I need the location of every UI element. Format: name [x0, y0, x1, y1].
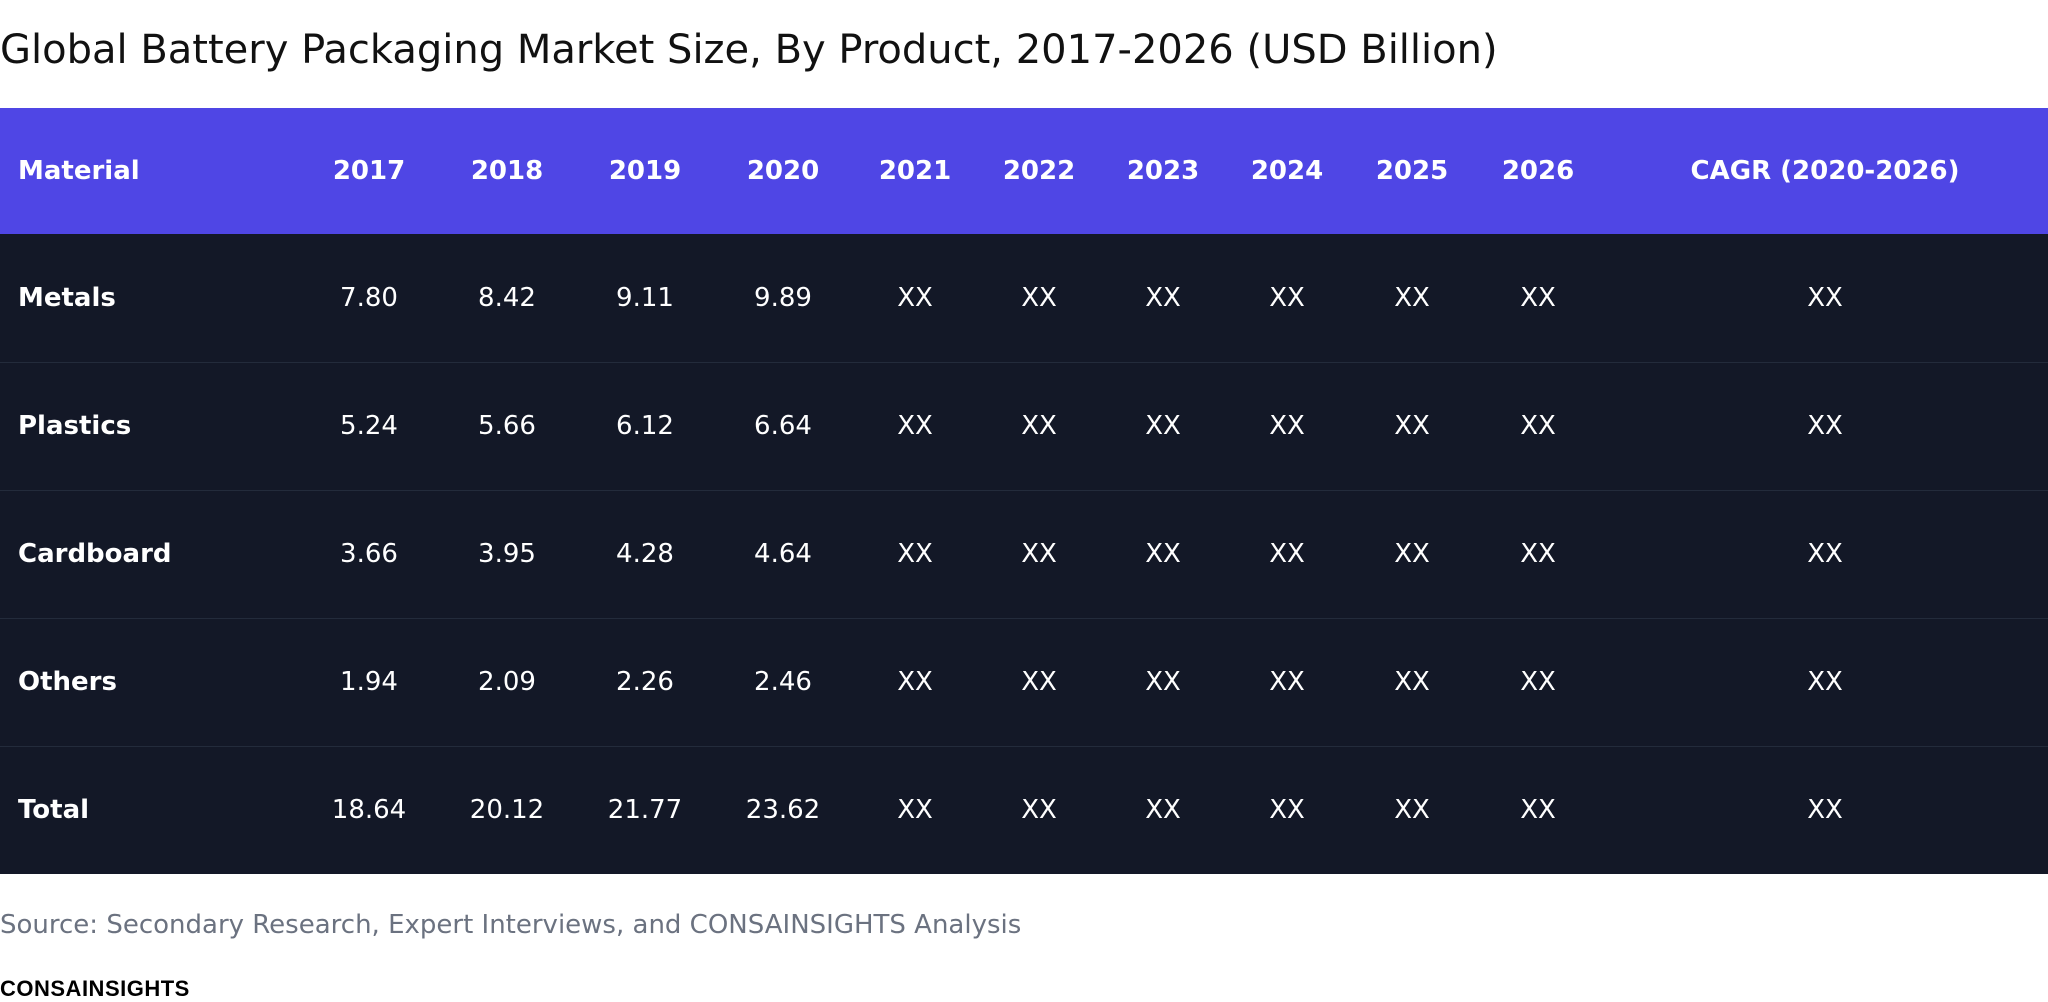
row-label: Plastics [18, 411, 132, 441]
row-label: Others [18, 667, 117, 697]
table-cell: 3.66 [340, 539, 398, 569]
table-cell: 20.12 [469, 795, 545, 826]
table-body: Metals 7.80 8.42 9.11 9.89 XX XX XX XX XX XX XX Plas… [0, 234, 2048, 874]
table-cell: 4.64 [754, 539, 812, 569]
table-cell: XX [1520, 795, 1556, 826]
table-row: Total 18.64 20.12 21.77 23.62 XX XX XX XX XX XX XX [0, 746, 2048, 874]
table-cell: XX [1807, 667, 1843, 697]
table-cell: 18.64 [331, 795, 407, 826]
market-size-table: Material 2017 2018 2019 2020 2021 2022 2023 2024… [0, 108, 2048, 874]
column-header: 2017 [332, 156, 406, 186]
table-cell: XX [1520, 411, 1556, 441]
column-header: 2026 [1501, 156, 1575, 186]
data-table: Material 2017 2018 2019 2020 2021 2022 2023 2024… [0, 108, 2048, 874]
table-cell: XX [1145, 539, 1181, 569]
table-cell: XX [1807, 282, 1843, 313]
row-label: Cardboard [18, 539, 172, 569]
table-cell: 6.64 [754, 411, 812, 441]
header-row: Material 2017 2018 2019 2020 2021 2022 2023 2024… [0, 108, 2048, 234]
table-cell: XX [897, 539, 933, 569]
table-cell: XX [1021, 667, 1057, 697]
chart-title: Global Battery Packaging Market Size, By… [0, 27, 1498, 73]
table-cell: XX [1520, 282, 1556, 313]
table-cell: 2.09 [478, 667, 536, 697]
table-cell: 9.89 [754, 282, 812, 313]
table-cell: XX [1021, 539, 1057, 569]
table-cell: XX [1520, 667, 1556, 697]
table-cell: XX [1145, 795, 1181, 826]
table-cell: XX [1394, 539, 1430, 569]
table-cell: XX [897, 411, 933, 441]
column-header: CAGR (2020-2026) [1690, 156, 1960, 186]
column-header: 2021 [878, 156, 952, 186]
table-cell: XX [1021, 795, 1057, 826]
table-row: Plastics 5.24 5.66 6.12 6.64 XX XX XX XX XX XX XX [0, 362, 2048, 490]
table-cell: 4.28 [616, 539, 674, 569]
table-cell: XX [897, 795, 933, 826]
column-header: 2022 [1002, 156, 1076, 186]
table-cell: 23.62 [745, 795, 821, 826]
table-cell: 8.42 [478, 282, 536, 313]
column-header: 2024 [1250, 156, 1324, 186]
table-cell: XX [1269, 411, 1305, 441]
table-cell: 6.12 [616, 411, 674, 441]
table-cell: XX [1021, 411, 1057, 441]
table-cell: XX [1394, 411, 1430, 441]
column-header: 2019 [608, 156, 682, 186]
table-cell: XX [1269, 539, 1305, 569]
table-cell: XX [1145, 411, 1181, 441]
column-header-material: Material [18, 156, 140, 186]
table-row: Cardboard 3.66 3.95 4.28 4.64 XX XX XX XX XX XX XX [0, 490, 2048, 618]
table-cell: XX [1394, 667, 1430, 697]
table-cell: 3.95 [478, 539, 536, 569]
table-row: Others 1.94 2.09 2.26 2.46 XX XX XX XX XX XX XX [0, 618, 2048, 746]
table-cell: XX [1520, 539, 1556, 569]
column-header: 2018 [470, 156, 544, 186]
table-cell: XX [1269, 667, 1305, 697]
table-cell: XX [897, 667, 933, 697]
table-cell: XX [1145, 282, 1181, 313]
column-header: 2023 [1126, 156, 1200, 186]
table-cell: 2.46 [754, 667, 812, 697]
table-cell: 5.66 [478, 411, 536, 441]
table-cell: XX [1807, 539, 1843, 569]
table-cell: XX [1394, 795, 1430, 826]
source-note: Source: Secondary Research, Expert Inter… [0, 910, 1022, 940]
table-cell: XX [897, 282, 933, 313]
table-cell: XX [1394, 282, 1430, 313]
brand-logo: CONSAINSIGHTS [0, 976, 190, 1001]
row-label: Total [18, 795, 90, 826]
table-row: Metals 7.80 8.42 9.11 9.89 XX XX XX XX XX XX XX [0, 234, 2048, 362]
table-cell: XX [1269, 282, 1305, 313]
table-cell: XX [1145, 667, 1181, 697]
table-cell: 5.24 [340, 411, 398, 441]
table-cell: XX [1269, 795, 1305, 826]
column-header: 2020 [746, 156, 820, 186]
row-label: Metals [18, 282, 116, 313]
table-cell: 9.11 [616, 282, 674, 313]
table-cell: XX [1807, 411, 1843, 441]
table-cell: 1.94 [340, 667, 398, 697]
table-cell: 2.26 [616, 667, 674, 697]
table-cell: 7.80 [340, 282, 398, 313]
table-cell: XX [1807, 795, 1843, 826]
table-cell: 21.77 [607, 795, 683, 826]
table-cell: XX [1021, 282, 1057, 313]
column-header: 2025 [1375, 156, 1449, 186]
